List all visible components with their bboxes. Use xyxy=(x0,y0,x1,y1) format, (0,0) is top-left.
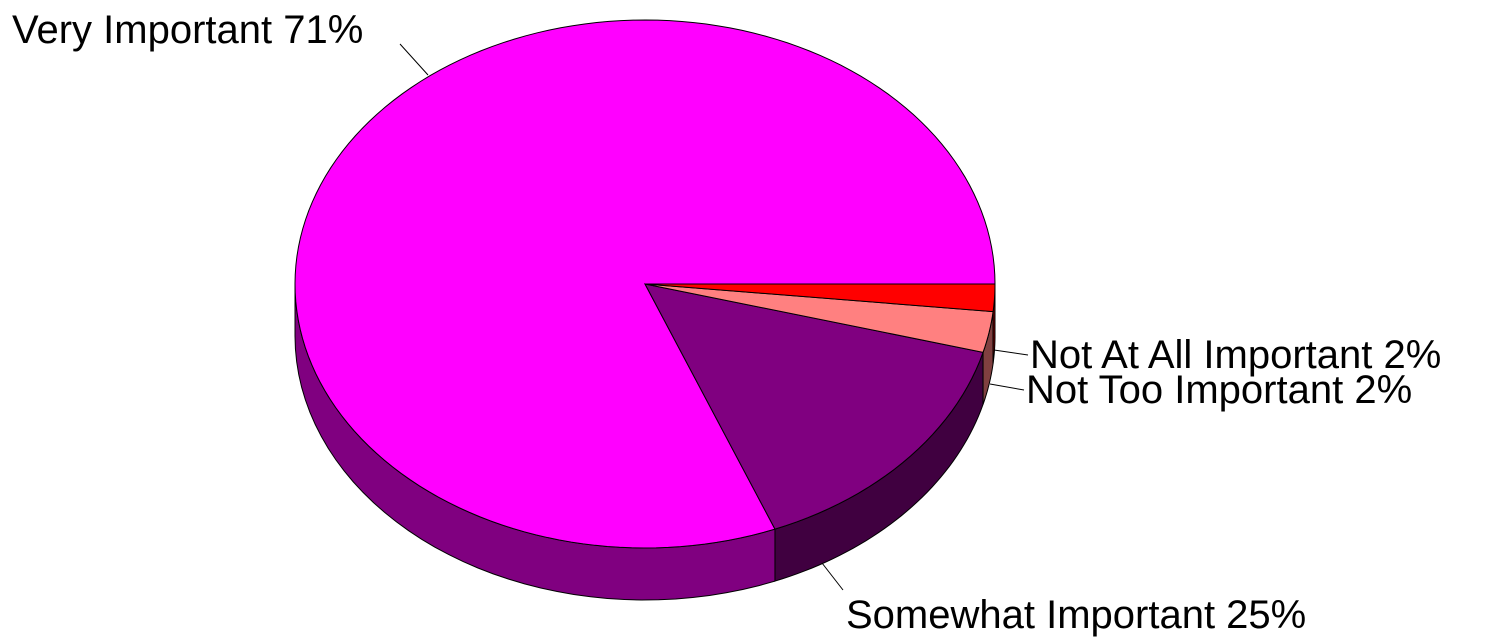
leader-line-not-too-important xyxy=(989,383,1025,391)
leader-line-not-at-all-important xyxy=(993,349,1029,356)
pie-slices xyxy=(294,19,996,549)
leader-lines xyxy=(399,43,1029,591)
slice-label-not-too-important: Not Too Important 2% xyxy=(1026,368,1412,412)
pie-slice-not-too-important xyxy=(644,283,994,353)
slice-label-very-important: Very Important 71% xyxy=(12,8,363,52)
leader-line-very-important xyxy=(399,43,429,76)
pie-slice-somewhat-important xyxy=(644,283,984,530)
slice-labels: Very Important 71% Somewhat Important 25%… xyxy=(12,8,1441,637)
slice-label-not-at-all-important: Not At All Important 2% xyxy=(1030,333,1441,377)
pie-slice-not-at-all-important xyxy=(644,283,996,313)
slice-label-somewhat-important: Somewhat Important 25% xyxy=(846,593,1306,637)
leader-line-somewhat-important xyxy=(821,562,844,591)
